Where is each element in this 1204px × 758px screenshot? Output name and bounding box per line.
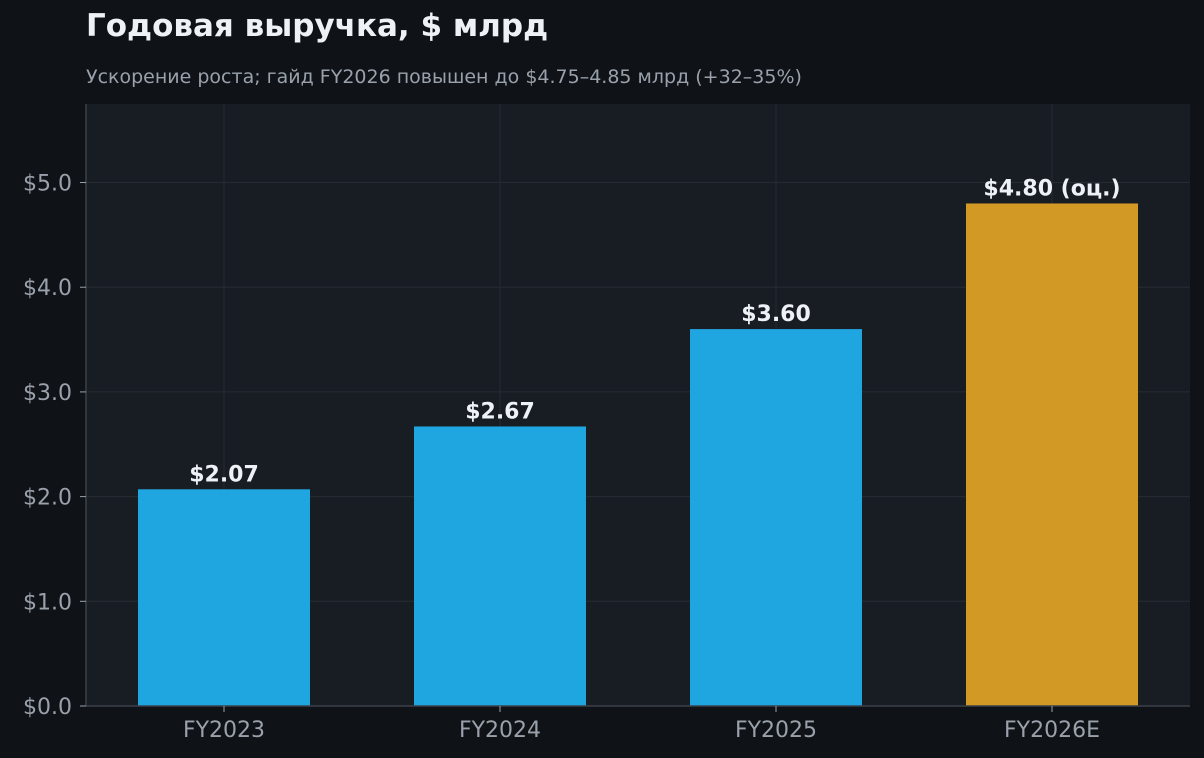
data-labels: $2.07 $2.67 $3.60 $4.80 (оц.)	[189, 176, 1120, 487]
axes: $0.0 $1.0 $2.0 $3.0 $4.0 $5.0 FY2023 FY2024 FY20…	[23, 104, 1190, 743]
bar-fy2024	[414, 426, 586, 706]
x-tick-label: FY2025	[735, 718, 817, 743]
bar-fy2025	[690, 329, 862, 706]
data-label: $3.60	[741, 302, 811, 327]
chart-subtitle: Ускорение роста; гайд FY2026 повышен до …	[86, 66, 802, 88]
y-tick-label: $3.0	[23, 381, 72, 406]
x-tick-label: FY2023	[183, 718, 265, 743]
data-label: $2.67	[465, 399, 535, 424]
data-label: $2.07	[189, 462, 259, 487]
y-tick-label: $2.0	[23, 486, 72, 511]
y-tick-label: $0.0	[23, 695, 72, 720]
y-tick-label: $1.0	[23, 590, 72, 615]
x-tick-label: FY2024	[459, 718, 541, 743]
bar-fy2023	[138, 489, 310, 706]
chart-title: Годовая выручка, $ млрд	[86, 8, 549, 44]
bar-fy2026e	[966, 203, 1138, 706]
y-tick-label: $4.0	[23, 276, 72, 301]
y-tick-label: $5.0	[23, 172, 72, 197]
x-tick-label: FY2026E	[1004, 718, 1100, 743]
data-label: $4.80 (оц.)	[983, 176, 1120, 201]
bars	[138, 203, 1138, 706]
